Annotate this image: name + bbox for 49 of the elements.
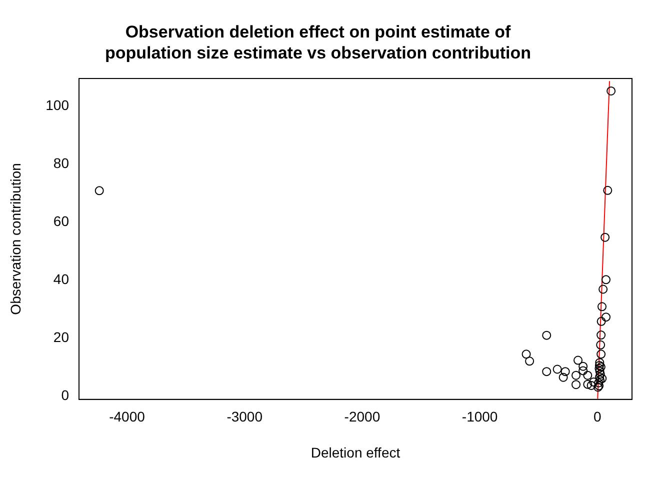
point — [572, 380, 581, 390]
point — [606, 86, 616, 96]
point — [552, 364, 562, 374]
point — [596, 370, 605, 379]
x-tick-label: -4000 — [109, 408, 146, 425]
point — [596, 340, 606, 350]
point — [602, 275, 611, 284]
point — [583, 370, 592, 380]
point — [583, 380, 592, 389]
point — [525, 356, 534, 366]
point — [598, 284, 608, 294]
point — [542, 367, 552, 376]
point — [602, 312, 611, 322]
point — [578, 366, 588, 376]
point — [574, 356, 583, 365]
y-tick-label: 40 — [53, 270, 70, 287]
point — [600, 232, 610, 242]
point — [560, 367, 570, 376]
point — [594, 378, 604, 388]
point — [596, 350, 606, 359]
x-tick-label: 0 — [594, 408, 602, 425]
chart-title: Observation deletion effect on point estimate of population size estimate vs observation contribution — [104, 22, 532, 63]
point — [596, 375, 605, 384]
x-tick-label: -3000 — [226, 408, 263, 425]
point — [598, 302, 607, 312]
point — [586, 380, 596, 390]
point — [603, 186, 612, 195]
y-tick-label: 0 — [61, 386, 70, 403]
y-tick-label: 60 — [53, 212, 70, 229]
point — [598, 374, 607, 384]
point — [542, 330, 552, 340]
point — [595, 366, 604, 376]
y-axis-title: Observation contribution — [7, 163, 24, 315]
x-tick-label: -2000 — [344, 408, 380, 425]
x-axis-title: Deletion effect — [310, 444, 400, 460]
y-tick-label: 80 — [53, 154, 70, 171]
point — [522, 350, 531, 359]
point — [558, 372, 568, 382]
point — [595, 358, 604, 368]
y-tick-label: 100 — [46, 96, 70, 113]
x-tick-label: -1000 — [462, 408, 498, 425]
point — [589, 378, 598, 387]
point — [572, 370, 581, 380]
point — [596, 330, 606, 340]
y-tick-label: 20 — [53, 328, 70, 345]
point — [595, 372, 604, 382]
point — [578, 362, 588, 371]
point — [94, 186, 104, 196]
point — [596, 316, 606, 326]
